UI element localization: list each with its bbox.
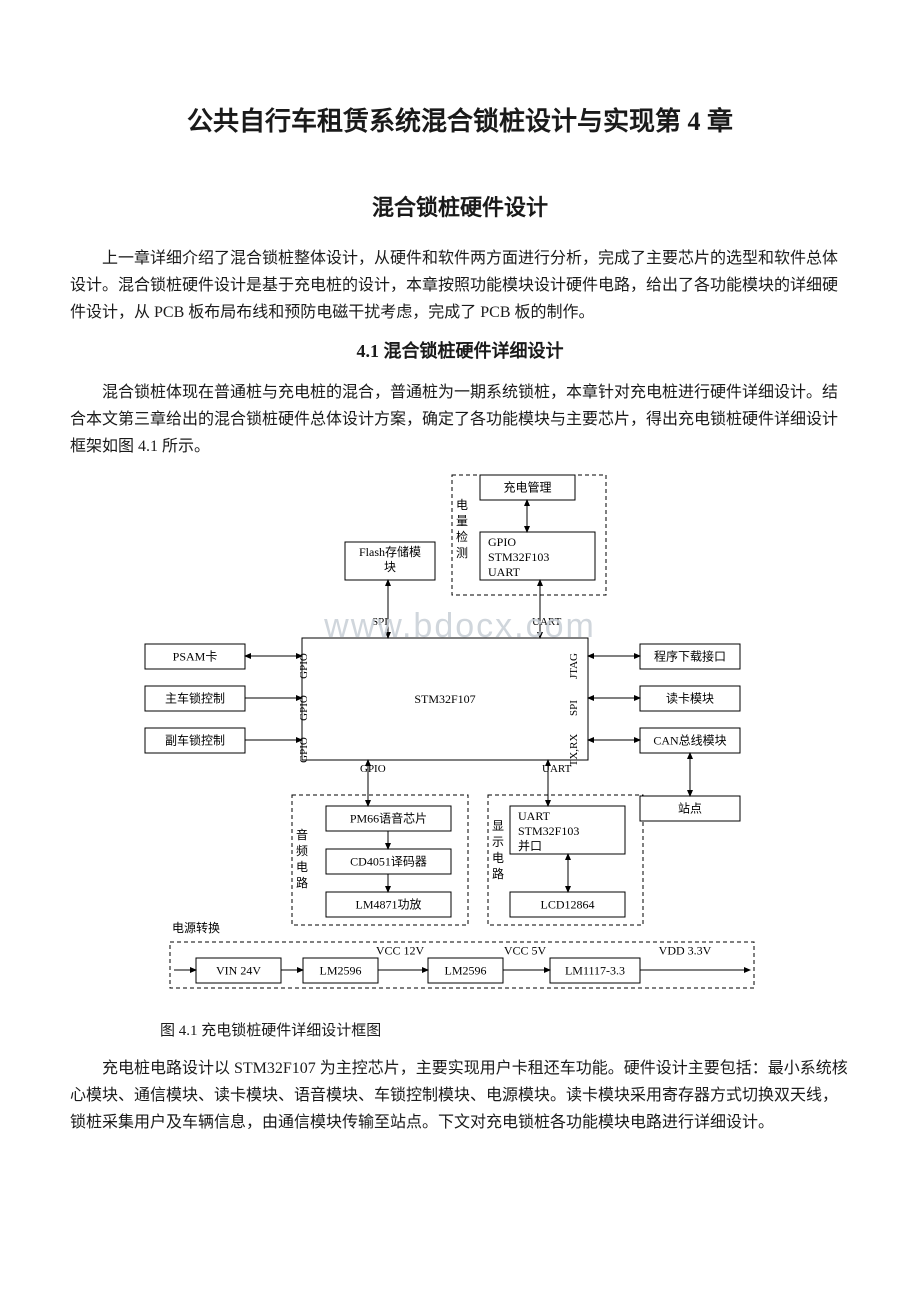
svg-text:程序下载接口: 程序下载接口 (654, 649, 726, 664)
diagram-container: www.bdocx.com 电量检测音频电路显示电路电源转换充电管理Flash存… (70, 470, 850, 1009)
svg-text:块: 块 (384, 560, 396, 574)
figure-caption: 图 4.1 充电锁桩硬件详细设计框图 (70, 1019, 850, 1045)
svg-text:STM32F103: STM32F103 (488, 550, 549, 564)
svg-text:Flash存储模: Flash存储模 (359, 544, 421, 559)
svg-text:PSAM卡: PSAM卡 (173, 650, 218, 664)
svg-text:VCC 12V: VCC 12V (376, 944, 425, 958)
svg-text:电: 电 (492, 851, 504, 865)
svg-text:SPI: SPI (372, 616, 388, 628)
svg-text:VIN 24V: VIN 24V (216, 964, 261, 978)
svg-text:测: 测 (456, 546, 468, 560)
svg-text:GPIO: GPIO (298, 695, 310, 721)
section-heading: 4.1 混合锁桩硬件详细设计 (70, 336, 850, 367)
svg-text:STM32F103: STM32F103 (518, 824, 579, 838)
svg-text:LCD12864: LCD12864 (541, 898, 595, 912)
svg-text:并口: 并口 (518, 839, 542, 853)
svg-text:读卡模块: 读卡模块 (666, 692, 714, 706)
svg-text:显: 显 (492, 819, 504, 833)
svg-text:检: 检 (456, 529, 468, 544)
svg-text:路: 路 (492, 866, 504, 881)
svg-text:充电管理: 充电管理 (503, 480, 551, 495)
svg-text:CAN总线模块: CAN总线模块 (653, 734, 726, 748)
svg-text:LM4871功放: LM4871功放 (355, 897, 421, 912)
svg-text:示: 示 (492, 835, 504, 849)
svg-text:频: 频 (296, 844, 308, 858)
block-diagram: 电量检测音频电路显示电路电源转换充电管理Flash存储模块GPIOSTM32F1… (110, 470, 810, 1000)
intro-paragraph: 上一章详细介绍了混合锁桩整体设计，从硬件和软件两方面进行分析，完成了主要芯片的选… (70, 245, 850, 327)
page-title: 公共自行车租赁系统混合锁桩设计与实现第 4 章 (70, 100, 850, 144)
svg-text:GPIO: GPIO (360, 763, 386, 775)
section-paragraph: 混合锁桩体现在普通桩与充电桩的混合，普通桩为一期系统锁桩，本章针对充电桩进行硬件… (70, 379, 850, 461)
svg-text:VDD 3.3V: VDD 3.3V (659, 944, 712, 958)
svg-text:VCC 5V: VCC 5V (504, 944, 547, 958)
svg-text:LM2596: LM2596 (445, 964, 487, 978)
svg-text:STM32F107: STM32F107 (414, 692, 475, 706)
svg-text:UART: UART (532, 616, 562, 628)
svg-text:音: 音 (296, 827, 308, 842)
svg-text:路: 路 (296, 875, 308, 890)
svg-text:CD4051译码器: CD4051译码器 (350, 855, 427, 869)
svg-text:JTAG: JTAG (568, 653, 580, 679)
svg-text:UART: UART (542, 763, 572, 775)
svg-text:量: 量 (456, 514, 468, 528)
svg-text:副车锁控制: 副车锁控制 (165, 733, 225, 748)
svg-text:主车锁控制: 主车锁控制 (165, 691, 225, 706)
svg-text:LM2596: LM2596 (320, 964, 362, 978)
after-paragraph: 充电桩电路设计以 STM32F107 为主控芯片，主要实现用户卡租还车功能。硬件… (70, 1055, 850, 1137)
svg-text:GPIO: GPIO (298, 653, 310, 679)
svg-text:PM66语音芯片: PM66语音芯片 (350, 811, 427, 826)
svg-text:SPI: SPI (568, 700, 580, 716)
svg-text:GPIO: GPIO (488, 535, 516, 549)
svg-text:GPIO: GPIO (298, 737, 310, 763)
svg-text:LM1117-3.3: LM1117-3.3 (565, 964, 625, 978)
svg-text:站点: 站点 (678, 802, 702, 816)
svg-text:UART: UART (488, 565, 521, 579)
svg-text:电: 电 (296, 860, 308, 874)
svg-text:UART: UART (518, 809, 551, 823)
svg-text:电源转换: 电源转换 (172, 920, 220, 935)
svg-text:TX,RX: TX,RX (568, 734, 580, 767)
subtitle: 混合锁桩硬件设计 (70, 189, 850, 226)
svg-text:电: 电 (456, 498, 468, 512)
